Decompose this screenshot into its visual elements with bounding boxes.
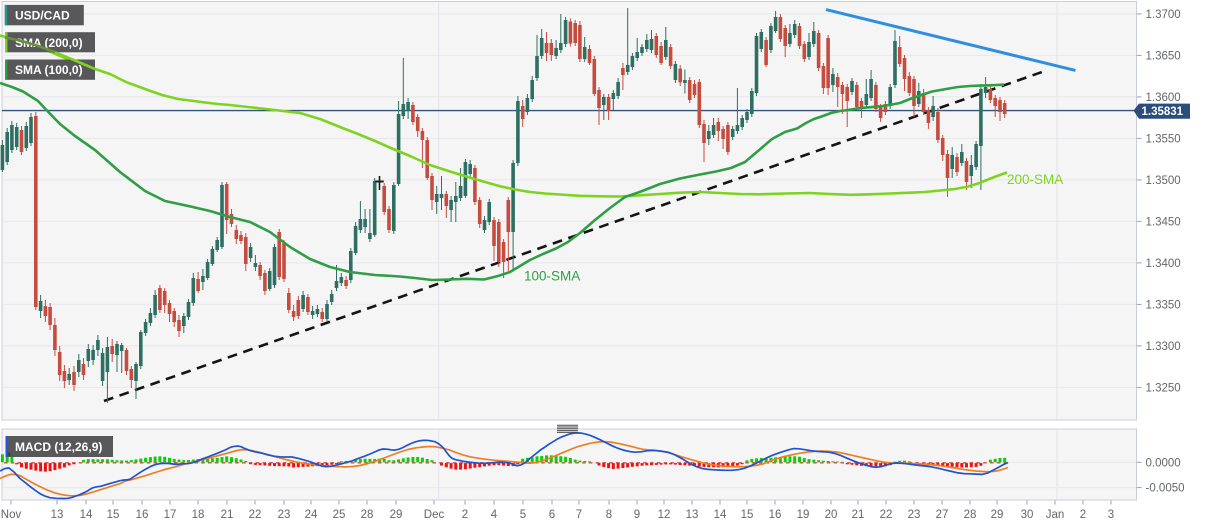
svg-text:1.3650: 1.3650 — [1146, 50, 1181, 62]
svg-text:200-SMA: 200-SMA — [1007, 172, 1063, 187]
svg-text:20: 20 — [825, 509, 838, 521]
svg-text:Jan: Jan — [1046, 509, 1065, 521]
svg-text:-0.0050: -0.0050 — [1146, 483, 1185, 495]
svg-text:29: 29 — [991, 509, 1004, 521]
svg-text:2: 2 — [462, 509, 468, 521]
svg-text:SMA (200,0): SMA (200,0) — [15, 36, 83, 50]
svg-text:17: 17 — [164, 509, 177, 521]
svg-text:28: 28 — [361, 509, 374, 521]
svg-text:21: 21 — [852, 509, 865, 521]
svg-text:25: 25 — [333, 509, 346, 521]
svg-text:14: 14 — [714, 509, 727, 521]
svg-text:SMA (100,0): SMA (100,0) — [15, 63, 83, 77]
svg-text:1.3700: 1.3700 — [1146, 9, 1181, 21]
svg-text:USD/CAD: USD/CAD — [15, 9, 70, 23]
svg-text:12: 12 — [658, 509, 671, 521]
svg-text:22: 22 — [880, 509, 893, 521]
svg-text:30: 30 — [1021, 509, 1034, 521]
svg-text:18: 18 — [192, 509, 205, 521]
svg-text:16: 16 — [136, 509, 149, 521]
svg-text:28: 28 — [964, 509, 977, 521]
svg-text:1.3350: 1.3350 — [1146, 299, 1181, 311]
svg-text:1.3300: 1.3300 — [1146, 341, 1181, 353]
svg-text:1.3500: 1.3500 — [1146, 175, 1181, 187]
svg-text:21: 21 — [221, 509, 234, 521]
svg-text:1.35831: 1.35831 — [1142, 106, 1184, 118]
svg-text:13: 13 — [51, 509, 64, 521]
svg-text:13: 13 — [686, 509, 699, 521]
svg-text:9: 9 — [634, 509, 640, 521]
svg-text:0.0000: 0.0000 — [1146, 457, 1181, 469]
svg-text:1.3550: 1.3550 — [1146, 133, 1181, 145]
svg-text:3: 3 — [1108, 509, 1114, 521]
svg-text:6: 6 — [549, 509, 555, 521]
svg-text:1.3250: 1.3250 — [1146, 382, 1181, 394]
svg-text:14: 14 — [80, 509, 93, 521]
svg-text:MACD (12,26,9): MACD (12,26,9) — [15, 440, 102, 454]
svg-text:15: 15 — [107, 509, 120, 521]
svg-text:7: 7 — [576, 509, 582, 521]
svg-text:22: 22 — [249, 509, 262, 521]
svg-text:1.3450: 1.3450 — [1146, 216, 1181, 228]
svg-text:27: 27 — [936, 509, 949, 521]
svg-text:Nov: Nov — [1, 509, 22, 521]
svg-text:15: 15 — [741, 509, 754, 521]
svg-text:5: 5 — [520, 509, 526, 521]
svg-text:29: 29 — [390, 509, 403, 521]
svg-text:100-SMA: 100-SMA — [524, 269, 580, 284]
svg-text:8: 8 — [606, 509, 612, 521]
svg-text:Dec: Dec — [424, 509, 445, 521]
svg-text:2: 2 — [1080, 509, 1086, 521]
svg-text:23: 23 — [908, 509, 921, 521]
svg-text:16: 16 — [769, 509, 782, 521]
svg-text:1.3600: 1.3600 — [1146, 92, 1181, 104]
svg-text:4: 4 — [491, 509, 498, 521]
svg-text:19: 19 — [797, 509, 810, 521]
svg-text:1.3400: 1.3400 — [1146, 258, 1181, 270]
svg-text:24: 24 — [305, 509, 318, 521]
svg-text:23: 23 — [278, 509, 291, 521]
